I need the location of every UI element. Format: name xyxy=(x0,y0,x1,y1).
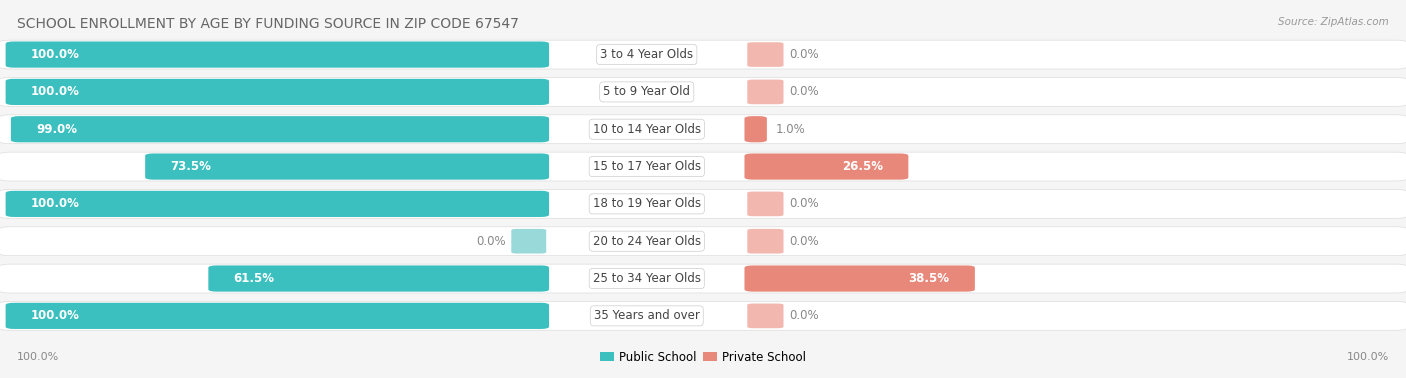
Text: 73.5%: 73.5% xyxy=(170,160,211,173)
FancyBboxPatch shape xyxy=(0,115,1406,144)
Text: 100.0%: 100.0% xyxy=(31,85,80,98)
Text: 61.5%: 61.5% xyxy=(233,272,274,285)
Text: 35 Years and over: 35 Years and over xyxy=(593,309,700,322)
FancyBboxPatch shape xyxy=(0,152,1406,181)
Text: 0.0%: 0.0% xyxy=(789,85,818,98)
Text: 100.0%: 100.0% xyxy=(31,197,80,211)
FancyBboxPatch shape xyxy=(748,304,783,328)
FancyBboxPatch shape xyxy=(6,42,548,68)
Text: 0.0%: 0.0% xyxy=(477,235,506,248)
Text: Source: ZipAtlas.com: Source: ZipAtlas.com xyxy=(1278,17,1389,27)
Text: 3 to 4 Year Olds: 3 to 4 Year Olds xyxy=(600,48,693,61)
FancyBboxPatch shape xyxy=(208,265,548,292)
FancyBboxPatch shape xyxy=(0,189,1406,218)
Text: 0.0%: 0.0% xyxy=(789,48,818,61)
FancyBboxPatch shape xyxy=(745,153,908,180)
Text: 0.0%: 0.0% xyxy=(789,309,818,322)
FancyBboxPatch shape xyxy=(748,42,783,67)
FancyBboxPatch shape xyxy=(11,116,548,143)
FancyBboxPatch shape xyxy=(6,79,548,105)
Text: 15 to 17 Year Olds: 15 to 17 Year Olds xyxy=(593,160,700,173)
FancyBboxPatch shape xyxy=(0,227,1406,256)
Text: 100.0%: 100.0% xyxy=(17,352,59,362)
FancyBboxPatch shape xyxy=(6,191,548,217)
Text: 99.0%: 99.0% xyxy=(37,123,77,136)
Text: 0.0%: 0.0% xyxy=(789,197,818,211)
Text: 25 to 34 Year Olds: 25 to 34 Year Olds xyxy=(593,272,700,285)
FancyBboxPatch shape xyxy=(0,77,1406,106)
FancyBboxPatch shape xyxy=(6,303,548,329)
FancyBboxPatch shape xyxy=(0,264,1406,293)
Text: 26.5%: 26.5% xyxy=(842,160,883,173)
Text: SCHOOL ENROLLMENT BY AGE BY FUNDING SOURCE IN ZIP CODE 67547: SCHOOL ENROLLMENT BY AGE BY FUNDING SOUR… xyxy=(17,17,519,31)
FancyBboxPatch shape xyxy=(748,229,783,254)
FancyBboxPatch shape xyxy=(145,153,548,180)
FancyBboxPatch shape xyxy=(748,79,783,104)
Text: 0.0%: 0.0% xyxy=(789,235,818,248)
Text: 18 to 19 Year Olds: 18 to 19 Year Olds xyxy=(593,197,700,211)
Text: 1.0%: 1.0% xyxy=(775,123,806,136)
Text: 100.0%: 100.0% xyxy=(31,309,80,322)
Text: 20 to 24 Year Olds: 20 to 24 Year Olds xyxy=(593,235,700,248)
FancyBboxPatch shape xyxy=(748,192,783,216)
Text: 100.0%: 100.0% xyxy=(1347,352,1389,362)
Text: 38.5%: 38.5% xyxy=(908,272,949,285)
FancyBboxPatch shape xyxy=(512,229,546,254)
Text: 100.0%: 100.0% xyxy=(31,48,80,61)
Text: 10 to 14 Year Olds: 10 to 14 Year Olds xyxy=(593,123,700,136)
Text: 5 to 9 Year Old: 5 to 9 Year Old xyxy=(603,85,690,98)
FancyBboxPatch shape xyxy=(0,40,1406,69)
FancyBboxPatch shape xyxy=(745,265,974,292)
Legend: Public School, Private School: Public School, Private School xyxy=(595,346,811,368)
FancyBboxPatch shape xyxy=(745,116,766,143)
FancyBboxPatch shape xyxy=(0,301,1406,330)
